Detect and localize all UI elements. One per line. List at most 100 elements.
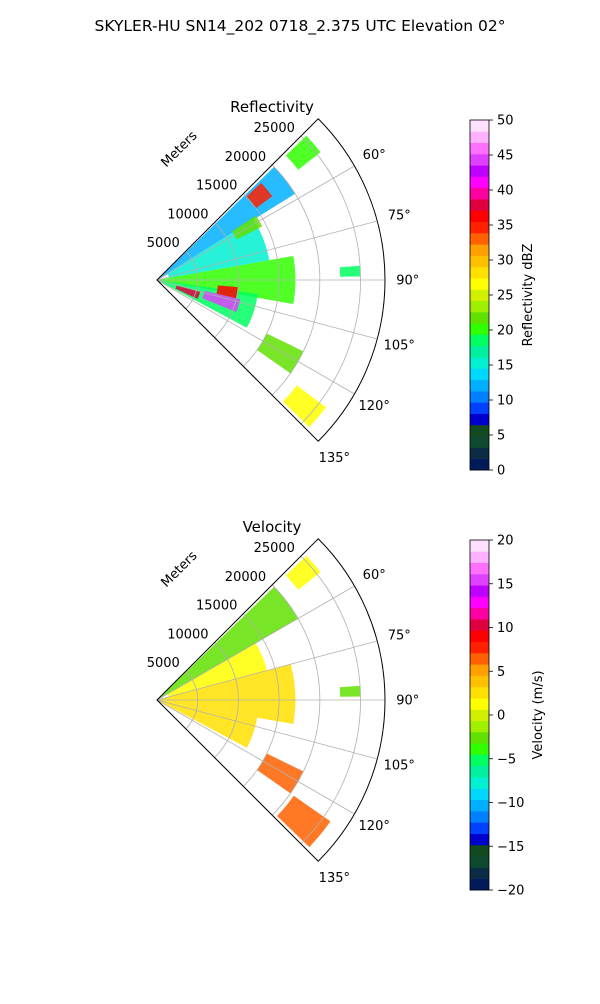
azimuth-tick-label: 90° (396, 694, 419, 709)
colorbar-segment (470, 867, 489, 880)
colorbar-segment (470, 390, 489, 403)
echo-region-12 (339, 265, 361, 277)
colorbar-segment (470, 142, 489, 155)
colorbar-segment (470, 424, 489, 437)
azimuth-tick-label: 135° (319, 871, 350, 886)
velocity-grid (156, 538, 386, 862)
colorbar-segment (470, 641, 489, 654)
velocity-colorbar-label: Velocity (m/s) (531, 670, 546, 759)
velocity-title: Velocity (243, 518, 302, 536)
azimuth-spoke-4 (156, 279, 355, 395)
colorbar-tick-label: 5 (497, 665, 505, 680)
echo-region-7 (175, 285, 201, 299)
colorbar-segment (470, 596, 489, 609)
echo-region-8 (202, 290, 241, 313)
colorbar-segment (470, 300, 489, 313)
colorbar-segment (470, 413, 489, 426)
colorbar-tick-label: 40 (497, 184, 514, 199)
colorbar-tick-label: 15 (497, 359, 514, 374)
colorbar-tick-label: 35 (497, 219, 514, 234)
sector-frame (156, 538, 386, 862)
colorbar-tick-label: −5 (497, 752, 516, 767)
colorbar-segment (470, 844, 489, 857)
reflectivity-grid (156, 118, 386, 442)
colorbar-segment (470, 199, 489, 211)
echo-region-6 (216, 285, 239, 299)
azimuth-tick-label: 60° (363, 148, 386, 163)
colorbar-segment (470, 402, 489, 414)
velocity-echo-field (157, 555, 361, 848)
echo-region-6 (285, 555, 321, 590)
azimuth-tick-label: 135° (319, 451, 350, 466)
echo-region-9 (257, 333, 304, 374)
colorbar-segment (470, 210, 489, 223)
colorbar-segment (470, 368, 489, 381)
colorbar-segment (470, 878, 489, 891)
range-tick-label: 20000 (225, 570, 266, 585)
echo-region-4 (246, 182, 273, 209)
colorbar-segment (470, 232, 489, 245)
colorbar-tick-label: −20 (497, 884, 524, 899)
echo-region-4 (257, 753, 304, 794)
colorbar-segment (470, 630, 489, 643)
colorbar-segment (470, 777, 489, 789)
colorbar-segment (470, 551, 489, 563)
colorbar-segment (470, 664, 489, 676)
colorbar-segment (470, 176, 489, 189)
reflectivity-title: Reflectivity (230, 98, 314, 116)
colorbar-segment (470, 833, 489, 846)
colorbar-tick-label: 5 (497, 429, 505, 444)
colorbar-tick-label: 10 (497, 621, 514, 636)
colorbar-segment (470, 607, 489, 620)
range-tick-label: 25000 (254, 121, 295, 136)
colorbar-segment (470, 754, 489, 767)
sector-frame (156, 118, 386, 442)
colorbar-segment (470, 187, 489, 200)
colorbar-tick-label: 10 (497, 394, 514, 409)
azimuth-tick-label: 105° (384, 338, 415, 353)
colorbar-segment (470, 709, 489, 722)
velocity-colorbar: −20 −15 −10 −5 0 5 10 15 20 (469, 534, 524, 899)
reflectivity-range-axis-label: Meters (159, 128, 201, 170)
colorbar-segment (470, 731, 489, 744)
colorbar-segment (470, 585, 489, 597)
colorbar-tick-label: 15 (497, 577, 514, 592)
colorbar-tick-label: 0 (497, 709, 505, 724)
azimuth-spoke-4 (156, 699, 355, 815)
colorbar-segment (470, 765, 489, 778)
range-tick-label: 5000 (147, 656, 180, 671)
colorbar-segment (470, 447, 489, 460)
colorbar-segment (470, 743, 489, 755)
colorbar-segment (470, 345, 489, 358)
reflectivity-colorbar-label: Reflectivity dBZ (521, 244, 536, 347)
colorbar-segment (470, 334, 489, 347)
reflectivity-panel: Reflectivity 60° 75° 90° 105° 120° 135° 5000 10… (147, 98, 536, 479)
echo-region-2 (157, 664, 296, 725)
colorbar-tick-label: 50 (497, 114, 514, 129)
colorbar-segment (470, 221, 489, 234)
colorbar-tick-label: −15 (497, 840, 524, 855)
azimuth-spoke-1 (156, 640, 378, 701)
colorbar-segment (470, 266, 489, 279)
azimuth-spoke-3 (156, 699, 378, 760)
echo-region-10 (282, 385, 327, 428)
colorbar-segment (470, 436, 489, 448)
colorbar-segment (470, 278, 489, 290)
colorbar-tick-label: 25 (497, 289, 514, 304)
colorbar-segment (470, 458, 489, 471)
azimuth-tick-label: 90° (396, 274, 419, 289)
azimuth-tick-label: 120° (359, 819, 390, 834)
colorbar-segment (470, 619, 489, 631)
colorbar-tick-label: 45 (497, 149, 514, 164)
colorbar-segment (470, 323, 489, 335)
azimuth-tick-label: 120° (359, 399, 390, 414)
range-tick-label: 15000 (196, 179, 237, 194)
reflectivity-ticks: 60° 75° 90° 105° 120° 135° 5000 10000 15000 20000… (147, 121, 420, 466)
range-tick-label: 10000 (167, 627, 208, 642)
colorbar-segment (470, 573, 489, 586)
azimuth-spoke-3 (156, 279, 378, 340)
colorbar-segment (470, 311, 489, 324)
colorbar-tick-label: −10 (497, 796, 524, 811)
echo-region-7 (339, 685, 361, 697)
range-tick-label: 20000 (225, 150, 266, 165)
